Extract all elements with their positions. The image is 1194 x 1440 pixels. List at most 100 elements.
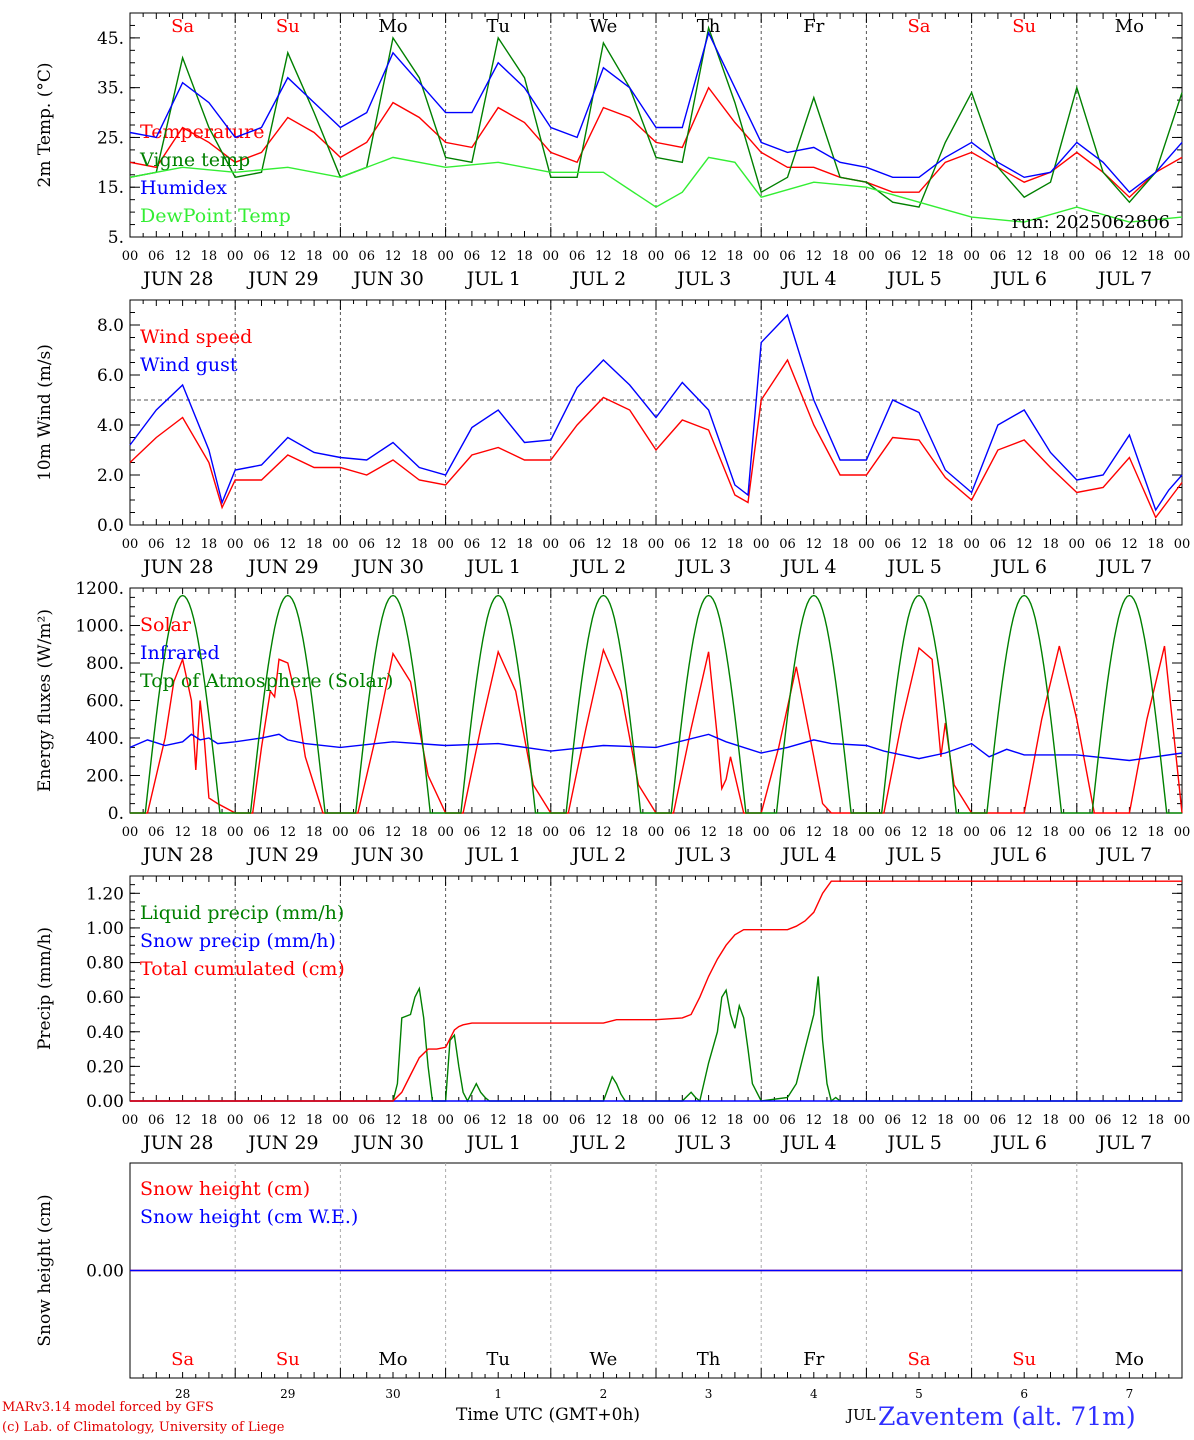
y-tick-label: 0.20 [86,1057,124,1077]
hour-tick-label: 06 [674,249,691,264]
hour-tick-label: 00 [437,249,454,264]
y-tick-label: 8.0 [97,316,124,336]
y-tick-label: 0. [108,804,124,824]
plot-frame [129,587,1183,814]
model-credit: MARv3.14 model forced by GFS [2,1400,214,1415]
hour-tick-label: 18 [306,825,323,840]
hour-tick-label: 00 [753,249,770,264]
hour-tick-label: 06 [148,537,165,552]
hour-tick-label: 00 [543,249,560,264]
date-label: JUL 2 [570,268,626,290]
hour-tick-label: 18 [306,537,323,552]
hour-tick-label: 06 [779,1113,796,1128]
date-label: JUL 1 [465,844,521,866]
day-name: Mo [1115,1349,1144,1370]
y-tick-label: 35. [97,79,124,99]
hour-tick-label: 18 [727,825,744,840]
hour-tick-label: 00 [543,537,560,552]
day-name: Sa [907,1349,930,1370]
hour-tick-label: 12 [280,537,297,552]
hour-tick-label: 18 [201,249,218,264]
y-tick-label: 6.0 [97,366,124,386]
hour-tick-label: 12 [911,1113,928,1128]
hour-tick-label: 06 [1095,825,1112,840]
date-label: JUN 28 [141,268,213,290]
day-name: Sa [171,16,194,37]
day-name: Fr [803,16,824,37]
series-line-red [129,86,1183,199]
hour-tick-label: 18 [1042,249,1059,264]
hour-tick-label: 06 [253,1113,270,1128]
hour-tick-label: 12 [1016,1113,1033,1128]
hour-tick-label: 06 [990,1113,1007,1128]
hour-tick-label: 18 [621,249,638,264]
hour-tick-label: 06 [779,249,796,264]
hour-tick-label: 12 [490,825,507,840]
hour-tick-label: 12 [385,537,402,552]
hour-tick-label: 06 [990,537,1007,552]
hour-tick-label: 12 [1121,249,1138,264]
hour-tick-label: 12 [490,1113,507,1128]
time-axis-3: 00 06 12 18 00 06 12 18 00 06 12 18 00 06 12 18 00 06 12 18… [122,825,1191,866]
series-line-red [129,358,1183,519]
station-name: Zaventem (alt. 71m) [878,1402,1136,1431]
y-tick-label: 600. [86,692,124,712]
legend-entry: Snow height (cm) [140,1178,310,1200]
day-name: We [590,1349,618,1370]
date-label: JUL 5 [885,844,941,866]
hour-tick-label: 12 [700,249,717,264]
legend-entry: Snow precip (mm/h) [140,930,336,952]
date-label: JUL 5 [885,268,941,290]
hour-tick-label: 00 [1069,825,1086,840]
y-axis-label: Precip (mm/h) [35,927,55,1050]
hour-tick-label: 12 [385,1113,402,1128]
hour-tick-label: 06 [1095,249,1112,264]
hour-tick-label: 18 [727,537,744,552]
hour-tick-label: 18 [621,1113,638,1128]
y-tick-label: 800. [86,654,124,674]
day-name: Th [697,16,721,37]
hour-tick-label: 12 [911,825,928,840]
day-name: Su [1012,16,1036,37]
hour-tick-label: 06 [884,537,901,552]
x-axis-title: Time UTC (GMT+0h) [456,1405,641,1425]
date-label: JUL 6 [991,268,1047,290]
hour-tick-label: 06 [1095,537,1112,552]
hour-tick-label: 00 [1069,249,1086,264]
date-label: JUL 7 [1096,556,1152,578]
hour-tick-label: 12 [806,537,823,552]
hour-tick-label: 18 [1042,1113,1059,1128]
hour-tick-label: 00 [122,249,139,264]
hour-tick-label: 00 [963,537,980,552]
hour-tick-label: 00 [332,1113,349,1128]
panel-3: 0. 200. 400. 600. 800. 1000. 1200. Energy fluxe… [35,579,1183,824]
hour-tick-label: 18 [1147,249,1164,264]
y-tick-label: 5. [108,228,124,248]
y-axis-label: Snow height (cm) [35,1194,55,1346]
hour-tick-label: 06 [358,249,375,264]
date-label: JUL 1 [465,268,521,290]
hour-tick-label: 00 [543,1113,560,1128]
y-axis-label: Energy fluxes (W/m²) [35,609,55,792]
hour-tick-label: 12 [595,1113,612,1128]
hour-tick-label: 12 [911,249,928,264]
y-tick-label: 0.0 [97,516,124,536]
hour-tick-label: 00 [648,537,665,552]
hour-tick-label: 18 [306,249,323,264]
month-label: JUL [847,1406,876,1424]
plot-frame [129,12,1183,238]
hour-tick-label: 12 [700,537,717,552]
lab-credit: (c) Lab. of Climatology, University of L… [2,1420,285,1435]
hour-tick-label: 12 [806,1113,823,1128]
date-label: JUN 30 [351,1132,423,1154]
legend-entry: Solar [140,614,192,636]
hour-tick-label: 00 [648,249,665,264]
hour-tick-label: 00 [753,537,770,552]
hour-tick-label: 00 [122,1113,139,1128]
legend-entry: Vigne temp [139,149,250,171]
hour-tick-label: 12 [1016,825,1033,840]
day-number: 3 [705,1387,713,1401]
hour-tick-label: 06 [253,825,270,840]
y-tick-label: 0.00 [86,1092,124,1112]
